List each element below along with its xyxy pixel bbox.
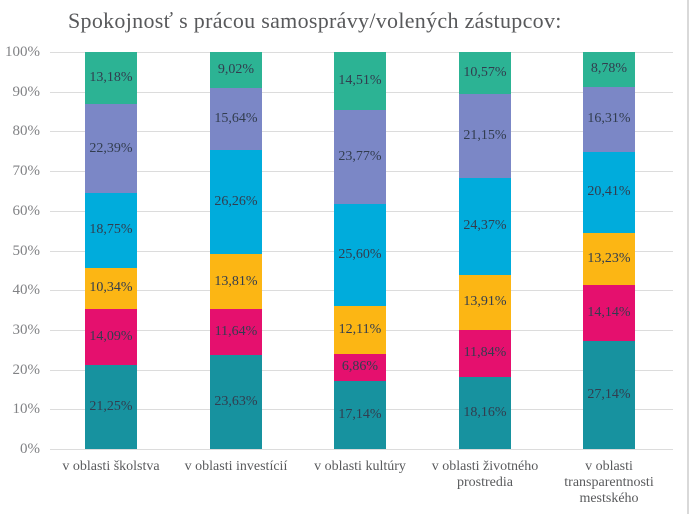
segment-value-label: 11,84%: [463, 345, 507, 361]
bar-segment: 22,39%: [85, 104, 137, 194]
stacked-bar: 8,78% 16,31% 20,41% 13,23% 14,14% 27,14%: [583, 52, 635, 449]
bar-segment: 25,60%: [334, 203, 386, 306]
bar-segment: 13,18%: [85, 52, 137, 105]
segment-value-label: 13,81%: [214, 273, 258, 289]
segment-value-label: 6,86%: [341, 359, 379, 375]
bar-segment: 23,77%: [334, 109, 386, 204]
segment-value-label: 15,64%: [214, 110, 258, 126]
segment-value-label: 25,60%: [338, 246, 382, 262]
segment-value-label: 22,39%: [89, 140, 133, 156]
x-axis-category-label: v oblasti kultúry: [285, 459, 435, 475]
bar-segment: 14,14%: [583, 285, 635, 342]
bar-segment: 13,23%: [583, 232, 635, 286]
segment-value-label: 18,16%: [463, 404, 507, 420]
y-axis-tick-label: 20%: [12, 361, 41, 378]
segment-value-label: 10,34%: [89, 280, 133, 296]
segment-value-label: 23,63%: [214, 394, 258, 410]
bar-segment: 14,51%: [334, 52, 386, 110]
bar-segment: 14,09%: [85, 308, 137, 365]
y-axis-tick-label: 50%: [12, 242, 41, 259]
segment-value-label: 14,51%: [338, 72, 382, 88]
segment-value-label: 20,41%: [587, 184, 631, 200]
gridline: [50, 449, 673, 450]
x-axis-category-label-line: prostredia: [457, 475, 513, 490]
bar-segment: 12,11%: [334, 305, 386, 354]
bar-segment: 10,34%: [85, 267, 137, 309]
segment-value-label: 27,14%: [587, 387, 631, 403]
segment-value-label: 24,37%: [463, 218, 507, 234]
y-axis-tick-label: 60%: [12, 202, 41, 219]
y-axis-tick-label: 10%: [12, 401, 41, 418]
x-axis-category-label: v oblasti investícií: [161, 459, 311, 475]
bar-segment: 15,64%: [210, 87, 262, 150]
segment-value-label: 10,57%: [463, 64, 507, 80]
x-axis-category-label-line: mestského: [579, 491, 639, 506]
segment-value-label: 21,25%: [89, 398, 133, 414]
bar-segment: 6,86%: [334, 353, 386, 381]
stacked-bar: 9,02% 15,64% 26,26% 13,81% 11,64% 23,63%: [210, 52, 262, 449]
x-axis-category-label: v oblasti školstva: [36, 459, 186, 475]
bar-segment: 21,25%: [85, 364, 137, 449]
y-axis-tick-label: 100%: [5, 44, 40, 60]
x-axis-category-label-line: v oblasti: [585, 459, 633, 474]
segment-value-label: 12,11%: [338, 321, 382, 337]
bar-segment: 26,26%: [210, 149, 262, 255]
segment-value-label: 8,78%: [590, 61, 628, 77]
stacked-bar: 10,57% 21,15% 24,37% 13,91% 11,84% 18,16%: [459, 52, 511, 449]
bar-segment: 24,37%: [459, 177, 511, 275]
segment-value-label: 11,64%: [214, 324, 258, 340]
segment-value-label: 13,18%: [89, 70, 133, 86]
frame-right-border: [687, 0, 689, 514]
x-axis-category-label-line: transparentnosti: [564, 475, 654, 490]
bar-segment: 8,78%: [583, 52, 635, 87]
segment-value-label: 23,77%: [338, 148, 382, 164]
segment-value-label: 14,14%: [587, 305, 631, 321]
bar-segment: 18,16%: [459, 376, 511, 449]
bar-segment: 23,63%: [210, 355, 262, 449]
bar-segment: 9,02%: [210, 52, 262, 88]
x-axis-category-label-line: v oblasti kultúry: [314, 459, 406, 474]
bar-segment: 13,91%: [459, 274, 511, 330]
segment-value-label: 13,91%: [463, 294, 507, 310]
chart-title: Spokojnosť s prácou samosprávy/volených …: [68, 8, 562, 33]
bar-segment: 17,14%: [334, 380, 386, 449]
bar-segment: 21,15%: [459, 93, 511, 178]
segment-value-label: 16,31%: [587, 111, 631, 127]
x-axis-category-label-line: v oblasti školstva: [62, 459, 160, 474]
bar-segment: 16,31%: [583, 86, 635, 152]
bar-segment: 27,14%: [583, 341, 635, 449]
y-axis-tick-label: 0%: [20, 441, 40, 457]
segment-value-label: 26,26%: [214, 194, 258, 210]
stacked-bar: 13,18% 22,39% 18,75% 10,34% 14,09% 21,25%: [85, 52, 137, 449]
y-axis-tick-label: 70%: [12, 163, 41, 180]
segment-value-label: 13,23%: [587, 250, 631, 266]
segment-value-label: 17,14%: [338, 406, 382, 422]
segment-value-label: 21,15%: [463, 127, 507, 143]
x-axis-category-label: v oblasti životného prostredia: [410, 459, 560, 491]
stacked-bar: 14,51% 23,77% 25,60% 12,11% 6,86% 17,14%: [334, 52, 386, 449]
segment-value-label: 18,75%: [89, 222, 133, 238]
y-axis-tick-label: 80%: [12, 123, 41, 140]
bar-segment: 18,75%: [85, 193, 137, 268]
x-axis-category-label-line: v oblasti investícií: [184, 459, 288, 474]
y-axis-tick-label: 90%: [12, 83, 41, 100]
bar-segment: 13,81%: [210, 254, 262, 309]
segment-value-label: 9,02%: [217, 61, 255, 77]
y-axis-tick-label: 30%: [12, 321, 41, 338]
bar-segment: 10,57%: [459, 52, 511, 94]
x-axis-category-label-line: v oblasti životného: [431, 459, 539, 474]
bar-segment: 20,41%: [583, 151, 635, 233]
bar-segment: 11,84%: [459, 329, 511, 377]
x-axis-category-label: v oblasti transparentnosti mestského: [534, 459, 684, 507]
bar-segment: 11,64%: [210, 308, 262, 356]
segment-value-label: 14,09%: [89, 328, 133, 344]
y-axis-tick-label: 40%: [12, 282, 41, 299]
